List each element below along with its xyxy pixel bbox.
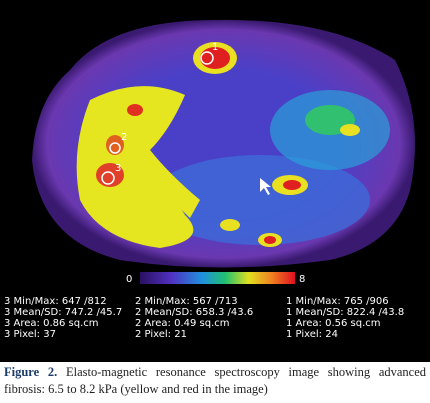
liver-region: [145, 150, 200, 218]
colorbar-min-label: 0: [126, 274, 132, 285]
cursor: [260, 178, 271, 195]
measurement-line: 2 Pixel: 21: [135, 329, 187, 340]
colorbar: [140, 272, 295, 284]
roi-circle: [200, 51, 214, 65]
measurement-line: 1 Mean/SD: 822.4 /43.8: [286, 307, 404, 318]
liver-region: [76, 86, 194, 248]
region: [150, 155, 370, 245]
caption: Figure 2. Elasto-magnetic resonance spec…: [4, 364, 426, 398]
colorbar-max-label: 8: [299, 274, 305, 285]
measurement-line: 3 Min/Max: 647 /812: [4, 296, 107, 307]
roi-circle: [109, 142, 121, 154]
caption-text: Elasto-magnetic resonance spectroscopy i…: [4, 365, 427, 396]
measurement-line: 1 Pixel: 24: [286, 329, 338, 340]
measurement-line: 1 Area: 0.56 sq.cm: [286, 318, 381, 329]
measurement-line: 3 Area: 0.86 sq.cm: [4, 318, 99, 329]
measurement-line: 2 Mean/SD: 658.3 /43.6: [135, 307, 253, 318]
hot-spot: [127, 104, 143, 116]
caption-label: Figure 2.: [4, 365, 58, 379]
measurement-line: 3 Mean/SD: 747.2 /45.7: [4, 307, 122, 318]
hot-spot: [264, 236, 276, 244]
roi-label: 2: [121, 132, 127, 143]
hot-region: [340, 124, 360, 136]
hot-region: [220, 219, 240, 231]
hot-spot: [283, 180, 301, 190]
measurement-line: 2 Min/Max: 567 /713: [135, 296, 238, 307]
roi-label: 3: [115, 163, 121, 174]
measurement-line: 3 Pixel: 37: [4, 329, 56, 340]
roi-circle: [101, 171, 115, 185]
roi-label: 1: [212, 42, 218, 53]
measurement-line: 2 Area: 0.49 sq.cm: [135, 318, 230, 329]
measurement-line: 1 Min/Max: 765 /906: [286, 296, 389, 307]
